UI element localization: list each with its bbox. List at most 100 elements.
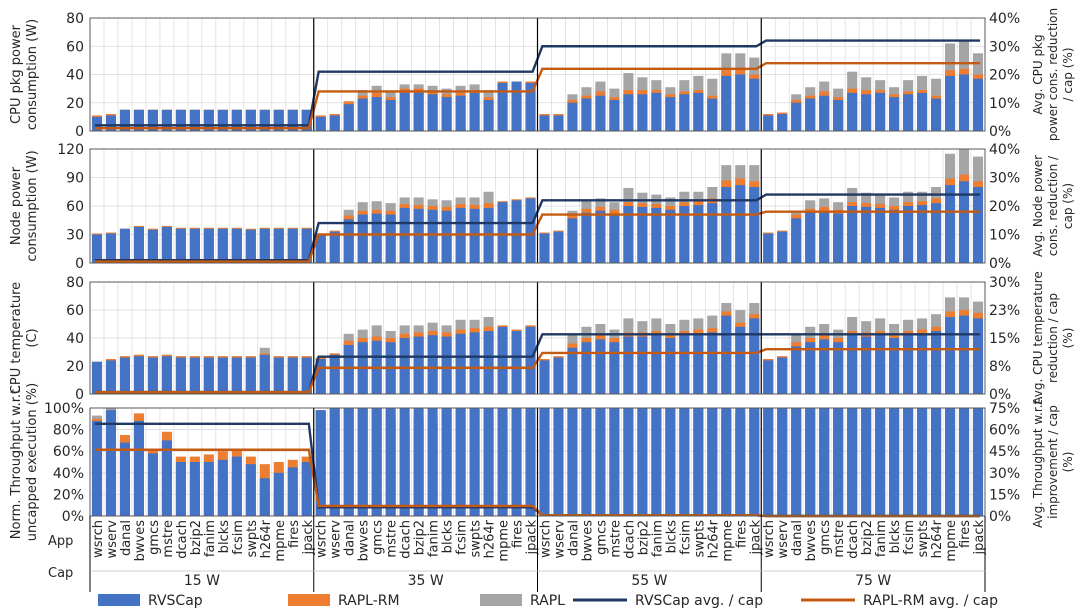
app-tick-label: swpts xyxy=(692,520,707,558)
y2-tick-label: 75% xyxy=(989,401,1020,417)
app-tick-label: mpme xyxy=(944,520,959,562)
app-tick-label: bzip2 xyxy=(413,520,428,555)
bar-rvscap xyxy=(945,75,956,131)
bar-rvscap xyxy=(931,408,942,516)
bar-rvscap xyxy=(245,109,256,131)
panel-frame xyxy=(89,148,986,264)
cap-label: 15 W xyxy=(184,573,220,589)
bar-rvscap xyxy=(357,98,368,131)
bar-rvscap xyxy=(357,408,368,516)
bar-rvscap xyxy=(119,442,130,516)
bar-rvscap xyxy=(133,356,144,394)
bar-rvscap xyxy=(469,208,480,263)
bar-rvscap xyxy=(427,408,438,516)
bar-rvscap xyxy=(511,200,522,263)
bar-rvscap xyxy=(245,357,256,394)
app-tick-label: swpts xyxy=(245,520,260,558)
bar-rvscap xyxy=(287,467,298,516)
app-tick-label: jpack xyxy=(748,520,763,556)
bar-rvscap xyxy=(567,102,578,131)
y-tick-label: 80 xyxy=(66,11,84,27)
app-tick-label: fanim xyxy=(427,520,442,557)
bar-rvscap xyxy=(567,408,578,516)
bar-rvscap xyxy=(721,75,732,131)
app-tick-label: wsrch xyxy=(91,520,106,558)
y2-tick-label: 0% xyxy=(989,387,1011,403)
bar-rvscap xyxy=(539,360,550,394)
bar-rvscap xyxy=(315,359,326,394)
y2-axis-label: cap (%) xyxy=(1061,183,1075,229)
y-axis-label: (C) xyxy=(25,328,40,347)
bar-rvscap xyxy=(273,228,284,263)
bar-rvscap xyxy=(931,98,942,131)
cap-row-label: Cap xyxy=(48,566,73,581)
bar-rvscap xyxy=(791,218,802,263)
app-tick-label: blcks xyxy=(888,520,903,554)
bar-rvscap xyxy=(735,408,746,516)
bar-rvscap xyxy=(469,408,480,516)
cap-label: 35 W xyxy=(408,573,444,589)
bar-rvscap xyxy=(133,109,144,131)
bar-rvscap xyxy=(511,81,522,131)
bar-rvscap xyxy=(273,109,284,131)
panel-4: 0% 20% 40% 60% 80% 100% 0% 15% 30% 45% 60% 75% Norm.… xyxy=(9,383,1075,541)
app-tick-label: dcach xyxy=(846,520,861,559)
bar-rvscap xyxy=(819,339,830,394)
app-tick-label: blcks xyxy=(441,520,456,554)
bar-rvscap xyxy=(189,357,200,394)
bar-rvscap xyxy=(273,472,284,516)
y-tick-label: 60 xyxy=(66,303,84,319)
legend: RVSCap RAPL-RM RAPL RVSCap avg. / cap RAPL-R… xyxy=(98,593,998,609)
bar-rvscap xyxy=(763,408,774,516)
bar-rvscap xyxy=(917,408,928,516)
app-tick-label: danal xyxy=(343,520,358,556)
bar-rvscap xyxy=(371,97,382,131)
bar-rvscap xyxy=(917,333,928,394)
app-tick-label: gmcs xyxy=(371,520,386,555)
bar-rvscap xyxy=(259,354,270,394)
bar-rvscap xyxy=(819,210,830,263)
bar-rvscap xyxy=(679,206,690,263)
app-tick-label: wsrch xyxy=(538,520,553,558)
y2-tick-label: 10% xyxy=(989,228,1020,244)
bar-rvscap xyxy=(497,326,508,394)
bar-rvscap xyxy=(399,338,410,394)
bar-rvscap xyxy=(763,360,774,394)
y-tick-label: 20% xyxy=(53,487,84,503)
bar-rvscap xyxy=(958,181,970,263)
app-tick-label: fires xyxy=(511,520,526,548)
bar-rvscap xyxy=(581,212,592,263)
bar-rvscap xyxy=(469,332,480,394)
bar-rvscap xyxy=(483,99,494,131)
bar-rvscap xyxy=(679,408,690,516)
bar-rvscap xyxy=(623,336,634,394)
y2-tick-label: 0% xyxy=(989,124,1011,140)
panel-frame xyxy=(89,281,986,395)
bar-rvscap xyxy=(609,213,620,263)
bar-rvscap xyxy=(791,346,802,394)
app-tick-label: bwves xyxy=(580,520,595,562)
app-tick-label: bwves xyxy=(804,520,819,562)
y-axis-label: CPU pkg power xyxy=(9,24,24,124)
bar-rvscap xyxy=(595,408,606,516)
bar-rvscap xyxy=(693,408,704,516)
app-tick-label: wsrch xyxy=(762,520,777,558)
bar-rvscap xyxy=(707,332,718,394)
bar-rvscap xyxy=(693,205,704,263)
app-tick-label: mstre xyxy=(161,520,176,558)
bar-rvscap xyxy=(175,462,186,516)
app-tick-label: mstre xyxy=(608,520,623,558)
bar-rvscap xyxy=(847,206,858,263)
bar-rvscap xyxy=(861,206,872,263)
y-tick-label: 20 xyxy=(66,359,84,375)
bar-rvscap xyxy=(259,478,270,516)
bar-rvscap xyxy=(581,98,592,131)
bar-rvscap xyxy=(791,408,802,516)
bar-rvscap xyxy=(637,408,648,516)
app-tick-label: dcach xyxy=(622,520,637,559)
bar-rvscap xyxy=(819,95,830,131)
bar-rvscap xyxy=(413,92,424,131)
app-tick-label: wserv xyxy=(329,520,344,559)
y2-tick-label: 40% xyxy=(989,142,1020,158)
app-tick-label: fcsim xyxy=(678,520,693,555)
